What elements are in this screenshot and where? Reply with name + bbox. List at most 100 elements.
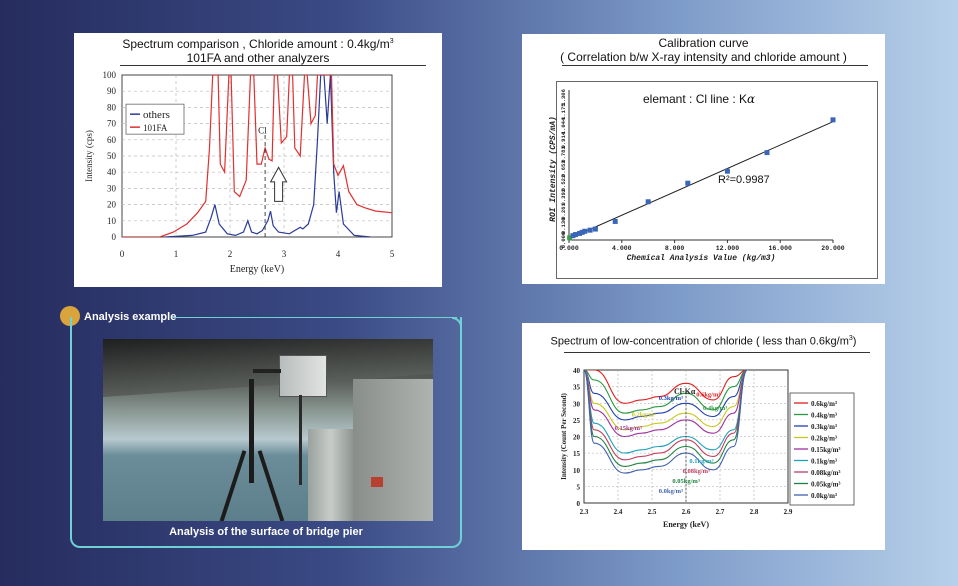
lowconc-legend-label: 0.2kg/m³ (811, 435, 837, 443)
tripod-leg-right (257, 450, 285, 521)
spectrum-chart: 0 10 20 30 40 50 60 70 80 90 100 0 1 2 3 4 5 Energy (keV)… (84, 70, 395, 275)
calibration-y-tick-label: 0.392 (560, 189, 567, 206)
lowconc-legend-label: 0.0kg/m³ (811, 492, 837, 500)
spectrum-y-tick-label: 100 (103, 70, 117, 80)
spectrum-x-tick-label: 4 (336, 249, 341, 259)
calibration-y-tick-label: 1.044 (560, 117, 567, 134)
calibration-y-tick-label: 0.261 (560, 203, 567, 220)
lowconc-legend-label: 0.05kg/m³ (811, 481, 841, 489)
calibration-point (612, 218, 618, 224)
calibration-point (830, 117, 836, 123)
calibration-y-tick-label: 0.914 (560, 131, 567, 148)
lowconc-y-tick-label: 10 (573, 467, 581, 475)
spectrum-legend-label: others (143, 109, 170, 121)
spectrum-x-tick-label: 0 (120, 249, 125, 259)
lowconc-x-axis-label: Energy (keV) (663, 520, 709, 529)
analysis-frame (70, 317, 462, 548)
calibration-x-tick-label: 12.000 (716, 245, 740, 252)
tripod-leg-left (219, 450, 247, 521)
spectrum-series-line-0 (165, 75, 371, 237)
lowconc-y-tick-label: 25 (573, 417, 581, 425)
lowconc-y-tick-label: 20 (573, 434, 581, 442)
calibration-x-tick-label: 4.000 (612, 245, 632, 252)
calibration-point (570, 233, 576, 239)
bridge-pier (308, 429, 354, 521)
calibration-trendline (568, 121, 834, 240)
lowconc-title-end: ) (852, 335, 857, 348)
spectrum-panel: Spectrum comparison , Chloride amount : … (74, 33, 442, 287)
spectrum-x-tick-label: 1 (174, 249, 179, 259)
spectrum-x-axis-label: Energy (keV) (230, 264, 285, 275)
calibration-x-tick-label: 8.000 (665, 245, 685, 252)
analysis-label-rule (172, 317, 457, 318)
analysis-caption: Analysis of the surface of bridge pier (169, 526, 363, 538)
lowconc-title: Spectrum of low-concentration of chlorid… (522, 335, 885, 348)
calibration-annotation-text: elemant : Cl line : K (643, 92, 748, 106)
lowconc-legend-label: 0.3kg/m³ (811, 423, 837, 431)
calibration-y-tick-label: 0.653 (560, 160, 567, 177)
lowconc-legend-label: 0.4kg/m³ (811, 412, 837, 420)
spectrum-x-tick-label: 2 (228, 249, 233, 259)
calibration-y-tick-label: 0.783 (560, 146, 567, 163)
lowconc-panel: Spectrum of low-concentration of chlorid… (522, 323, 885, 550)
lowconc-chart: 0 5 10 15 20 25 30 35 40 2.3 2.4 2.5 2.6 2.7 2.8 2.9 Ene… (560, 367, 855, 529)
tripod-mast (249, 379, 254, 483)
lowconc-curve-label: 0.6kg/m³ (696, 392, 720, 399)
lowconc-x-tick-label: 2.4 (614, 508, 623, 516)
lowconc-legend-label: 0.15kg/m³ (811, 446, 841, 454)
calibration-annotation: elemant : Cl line : Kα (643, 92, 755, 106)
lowconc-legend-label: 0.08kg/m³ (811, 469, 841, 477)
lowconc-y-tick-label: 40 (573, 367, 581, 375)
lowconc-y-tick-label: 35 (573, 384, 581, 392)
spectrum-y-axis-label: Intensity (cps) (84, 130, 94, 182)
calibration-point (685, 180, 691, 186)
spectrum-y-tick-label: 50 (107, 151, 117, 161)
lowconc-x-tick-label: 2.5 (648, 508, 657, 516)
lowconc-series-line-0 (584, 370, 749, 404)
analyzer-box (279, 355, 327, 397)
calibration-title-line2: ( Correlation b/w X-ray intensity and ch… (560, 50, 847, 64)
lowconc-y-tick-label: 0 (577, 500, 581, 508)
calibration-title-line1: Calibration curve (658, 36, 749, 50)
lowconc-curve-label: 0.15kg/m³ (615, 425, 642, 432)
calibration-point (645, 199, 651, 205)
calibration-y-tick-label: 1.306 (560, 89, 567, 106)
concrete-edge (353, 379, 433, 521)
calibration-chart: 0.000 4.000 8.000 12.000 16.000 20.0000.0000.… (549, 89, 845, 263)
spectrum-y-tick-label: 40 (107, 167, 117, 177)
calibration-panel: Calibration curve ( Correlation b/w X-ra… (522, 34, 885, 284)
lowconc-x-tick-label: 2.6 (682, 508, 691, 516)
lowconc-x-tick-label: 2.8 (750, 508, 759, 516)
analysis-frame-left-top (70, 317, 72, 319)
lowconc-legend-label: 0.6kg/m³ (811, 400, 837, 408)
lowconc-curve-label: 0.4kg/m³ (703, 405, 727, 412)
calibration-point (573, 232, 579, 238)
calibration-point (587, 227, 593, 233)
lowconc-series-line-8 (584, 370, 749, 474)
lowconc-curve-label: 0.08kg/m³ (683, 468, 710, 475)
spectrum-series-line-1 (122, 75, 392, 237)
lowconc-legend-label: 0.1kg/m³ (811, 458, 837, 466)
calibration-point (582, 228, 588, 234)
lowconc-x-tick-label: 2.9 (784, 508, 793, 516)
spectrum-legend-label: 101FA (143, 123, 168, 133)
lowconc-x-tick-label: 2.3 (580, 508, 589, 516)
lowconc-y-axis-label: Intensity (Count Per Second) (560, 392, 568, 479)
calibration-x-axis-label: Chemical Analysis Value (kg/m3) (627, 254, 776, 263)
lowconc-peak-label: Cl-Kα (674, 387, 696, 396)
lowconc-title-rule (564, 352, 870, 353)
calibration-x-tick-label: 16.000 (768, 245, 792, 252)
lowconc-series-line-1 (584, 370, 749, 414)
calibration-y-tick-label: 1.175 (560, 103, 567, 120)
analysis-frame-right-corner (452, 317, 462, 327)
spectrum-y-tick-label: 0 (112, 232, 117, 242)
spectrum-title: Spectrum comparison , Chloride amount : … (74, 35, 442, 65)
lowconc-series-line-4 (584, 370, 749, 438)
lowconc-curve-label: 0.3kg/m³ (659, 395, 683, 402)
spectrum-title-line2: 101FA and other analyzers (186, 51, 330, 65)
spectrum-title-rule (120, 65, 426, 66)
calibration-point (764, 150, 770, 156)
lowconc-curve-label: 0.1kg/m³ (689, 458, 713, 465)
calibration-x-tick-label: 20.000 (821, 245, 845, 252)
